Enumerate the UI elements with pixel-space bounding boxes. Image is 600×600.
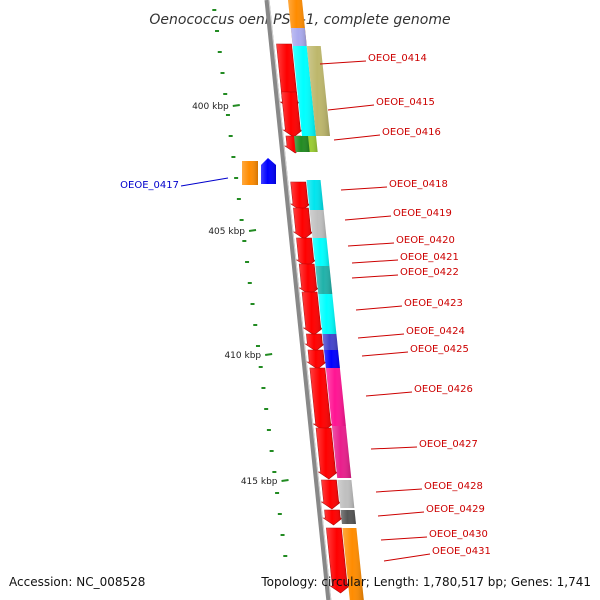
forward-gene-arrow-shade — [307, 350, 327, 369]
forward-gene-arrow-shade — [299, 264, 319, 295]
gene-label: OEOE_0423 — [404, 298, 463, 309]
cog-color-block-shade — [306, 180, 324, 210]
gene-label-leader — [377, 511, 425, 517]
gene-label: OEOE_0422 — [400, 267, 459, 278]
cog-color-block-shade — [309, 210, 327, 238]
gene-label-leader — [340, 186, 388, 191]
ruler-label: 400 kbp — [192, 102, 229, 112]
gene-label: OEOE_0427 — [419, 439, 478, 450]
ruler-major-tick — [232, 104, 240, 107]
cog-color-block-shade — [292, 46, 317, 136]
ruler-track: 400 kbp 405 kbp 410 kbp 415 kbp — [192, 9, 289, 557]
gene-label: OEOE_0425 — [410, 344, 469, 355]
cog-color-block-shade — [325, 368, 346, 426]
ruler-major-tick — [248, 229, 257, 232]
cog-color-block-shade — [340, 510, 356, 524]
gene-label: OEOE_0424 — [406, 326, 465, 337]
reverse-gene-cog-shade — [242, 161, 258, 185]
ruler-label: 410 kbp — [224, 351, 261, 361]
accession-text: Accession: NC_008528 — [9, 575, 146, 589]
forward-gene-arrow-shade — [281, 92, 303, 137]
forward-gene-arrow-shade — [290, 182, 311, 211]
gene-label-leader — [365, 391, 413, 397]
gene-label: OEOE_0415 — [376, 97, 435, 108]
gene-track — [242, 0, 364, 600]
cog-color-block-shade — [324, 350, 340, 368]
topology-summary: Topology: circular; Length: 1,780,517 bp… — [261, 575, 591, 589]
gene-label: OEOE_0428 — [424, 481, 483, 492]
backbone-line — [264, 0, 332, 600]
gene-label-leader — [327, 104, 375, 111]
gene-label: OEOE_0421 — [400, 252, 459, 263]
gene-label-leader — [180, 177, 229, 187]
backbone-highlight — [268, 0, 332, 600]
gene-label: OEOE_0429 — [426, 504, 485, 515]
ruler-major-tick — [265, 353, 273, 356]
gene-labels: OEOE_0414 OEOE_0415 OEOE_0416 OEOE_0417 OEOE… — [120, 53, 491, 562]
ruler-label: 405 kbp — [208, 227, 245, 237]
gene-label: OEOE_0419 — [393, 208, 452, 219]
gene-label: OEOE_0431 — [432, 546, 491, 557]
gene-label-leader — [319, 60, 367, 65]
cog-color-block-shade — [306, 46, 331, 136]
gene-label-leader — [351, 259, 399, 264]
gene-label-leader — [333, 134, 381, 141]
forward-gene-arrow-shade — [293, 208, 313, 239]
forward-gene-arrow-shade — [326, 528, 350, 593]
reverse-gene-arrow-shade — [261, 158, 276, 184]
gene-label-leader — [361, 351, 409, 357]
cog-color-block-shade — [342, 528, 364, 600]
gene-label-leader — [347, 242, 395, 247]
cog-color-block-shade — [337, 480, 355, 508]
cog-color-block-shade — [290, 28, 307, 46]
gene-label-leader — [355, 305, 403, 311]
gene-label: OEOE_0418 — [389, 179, 448, 190]
cog-color-block-shade — [322, 334, 339, 350]
cog-color-block-shade — [294, 136, 310, 152]
gene-label-leader — [383, 553, 431, 562]
gene-label-leader — [357, 333, 405, 339]
gene-label-leader — [375, 488, 423, 493]
gene-label-leader — [380, 536, 428, 541]
gene-label: OEOE_0430 — [429, 529, 488, 540]
forward-gene-arrow-shade — [305, 334, 325, 351]
backbone-track — [264, 0, 332, 600]
cog-color-block-shade — [318, 294, 337, 334]
gene-label: OEOE_0416 — [382, 127, 441, 138]
ruler-major-tick — [281, 479, 289, 482]
gene-label: OEOE_0417 — [120, 180, 179, 191]
forward-gene-arrow-shade — [321, 480, 341, 509]
gene-label: OEOE_0426 — [414, 384, 473, 395]
cog-color-block-shade — [312, 238, 330, 266]
ruler-label: 415 kbp — [241, 477, 278, 487]
gene-label-leader — [344, 215, 392, 221]
gene-label: OEOE_0420 — [396, 235, 455, 246]
forward-gene-arrow-shade — [316, 428, 338, 479]
cog-color-block-shade — [331, 426, 352, 478]
gene-label-leader — [351, 274, 399, 279]
gene-label: OEOE_0414 — [368, 53, 427, 64]
forward-gene-arrow-shade — [323, 510, 343, 525]
cog-color-block-shade — [315, 266, 333, 294]
forward-gene-arrow-shade — [296, 238, 316, 267]
forward-gene-arrow-shade — [309, 368, 333, 431]
gene-label-leader — [370, 446, 418, 450]
forward-gene-arrow-shade — [302, 292, 323, 335]
